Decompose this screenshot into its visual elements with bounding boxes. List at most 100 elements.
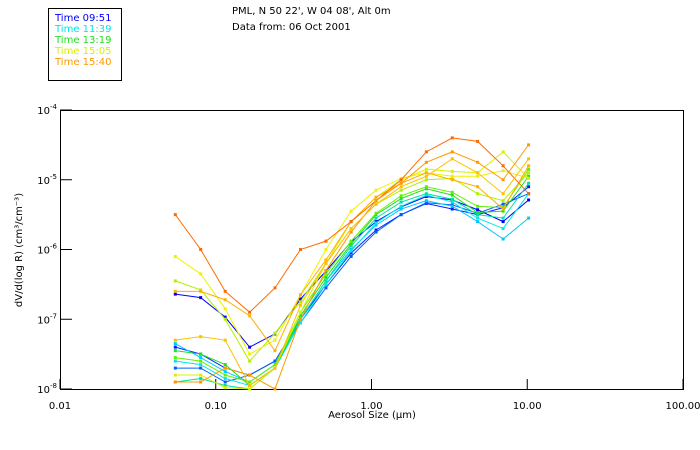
- x-tick-label: 100.00: [666, 401, 700, 412]
- series-line: [175, 175, 529, 387]
- data-point: [324, 279, 328, 283]
- data-point: [223, 366, 227, 370]
- data-point: [248, 352, 252, 356]
- data-point: [527, 198, 531, 202]
- data-point: [374, 230, 378, 234]
- data-point: [424, 201, 428, 205]
- data-point: [298, 293, 302, 297]
- data-point: [501, 237, 505, 241]
- data-point: [273, 387, 277, 391]
- data-point: [349, 230, 353, 234]
- y-tick-exp: -4: [50, 103, 58, 111]
- data-point: [173, 366, 177, 370]
- data-point: [223, 289, 227, 293]
- series-line: [175, 144, 529, 390]
- data-point: [273, 286, 277, 290]
- legend-entry: Time 13:19: [54, 35, 111, 46]
- data-point: [173, 373, 177, 377]
- y-tick-base: 10: [37, 246, 50, 257]
- y-tick-base: 10: [37, 385, 50, 396]
- data-point: [248, 314, 252, 318]
- data-point: [424, 199, 428, 203]
- data-point: [248, 373, 252, 377]
- data-point: [424, 187, 428, 191]
- chart-title: PML, N 50 22', W 04 08', Alt 0m: [232, 6, 391, 17]
- series-line: [175, 165, 530, 352]
- data-point: [173, 359, 177, 363]
- data-point: [424, 174, 428, 178]
- data-point: [223, 370, 227, 374]
- data-point: [450, 197, 454, 201]
- data-point: [248, 345, 252, 349]
- data-point: [527, 164, 531, 168]
- legend-entry: Time 11:39: [54, 24, 111, 35]
- data-point: [476, 139, 480, 143]
- data-point: [199, 380, 203, 384]
- data-point: [450, 200, 454, 204]
- data-point: [273, 363, 277, 367]
- data-point: [324, 258, 328, 262]
- data-point: [223, 363, 227, 367]
- legend-box: [48, 8, 122, 81]
- data-point: [349, 209, 353, 213]
- data-point: [476, 213, 480, 217]
- data-point: [349, 227, 353, 231]
- data-point: [450, 190, 454, 194]
- data-point: [399, 197, 403, 201]
- series-line: [175, 170, 529, 355]
- chart-subtitle: Data from: 06 Oct 2001: [232, 22, 351, 33]
- data-point: [450, 178, 454, 182]
- data-point: [298, 321, 302, 325]
- data-point: [476, 160, 480, 164]
- data-point: [248, 310, 252, 314]
- data-point: [399, 178, 403, 182]
- data-point: [476, 208, 480, 212]
- data-point: [248, 384, 252, 388]
- x-axis-label: Aerosol Size (µm): [328, 410, 416, 421]
- data-point: [248, 387, 252, 391]
- data-point: [450, 207, 454, 211]
- data-point: [527, 176, 531, 180]
- data-point: [501, 227, 505, 231]
- data-point: [248, 380, 252, 384]
- data-point: [199, 352, 203, 356]
- data-point: [173, 279, 177, 283]
- data-point: [248, 359, 252, 363]
- data-point: [223, 307, 227, 311]
- data-point: [173, 289, 177, 293]
- data-point: [349, 249, 353, 253]
- data-point: [324, 275, 328, 279]
- data-point: [399, 188, 403, 192]
- series-14: [173, 157, 531, 388]
- data-point: [424, 171, 428, 175]
- x-tick-label: 0.10: [205, 401, 227, 412]
- y-tick-exp: -6: [50, 243, 58, 251]
- data-point: [324, 248, 328, 251]
- data-point: [374, 211, 378, 215]
- data-point: [199, 363, 203, 367]
- data-point: [223, 298, 227, 302]
- data-point: [349, 254, 353, 258]
- series-line: [174, 137, 529, 313]
- data-point: [424, 150, 428, 154]
- data-point: [273, 366, 277, 370]
- legend-entry: Time 09:51: [54, 13, 111, 24]
- data-point: [424, 185, 428, 189]
- data-point: [476, 171, 480, 175]
- data-point: [501, 178, 505, 182]
- data-point: [173, 349, 177, 353]
- y-tick-label: 10-6: [37, 243, 57, 257]
- data-point: [298, 248, 302, 251]
- data-point: [527, 174, 531, 178]
- data-point: [476, 220, 480, 224]
- data-point: [527, 185, 531, 189]
- data-point: [223, 315, 227, 319]
- data-point: [476, 204, 480, 208]
- data-point: [349, 220, 353, 224]
- y-tick-base: 10: [37, 106, 50, 117]
- y-tick-exp: -5: [50, 173, 57, 181]
- data-point: [450, 169, 454, 173]
- series-line: [175, 169, 530, 383]
- data-point: [501, 150, 505, 154]
- data-point: [527, 192, 531, 196]
